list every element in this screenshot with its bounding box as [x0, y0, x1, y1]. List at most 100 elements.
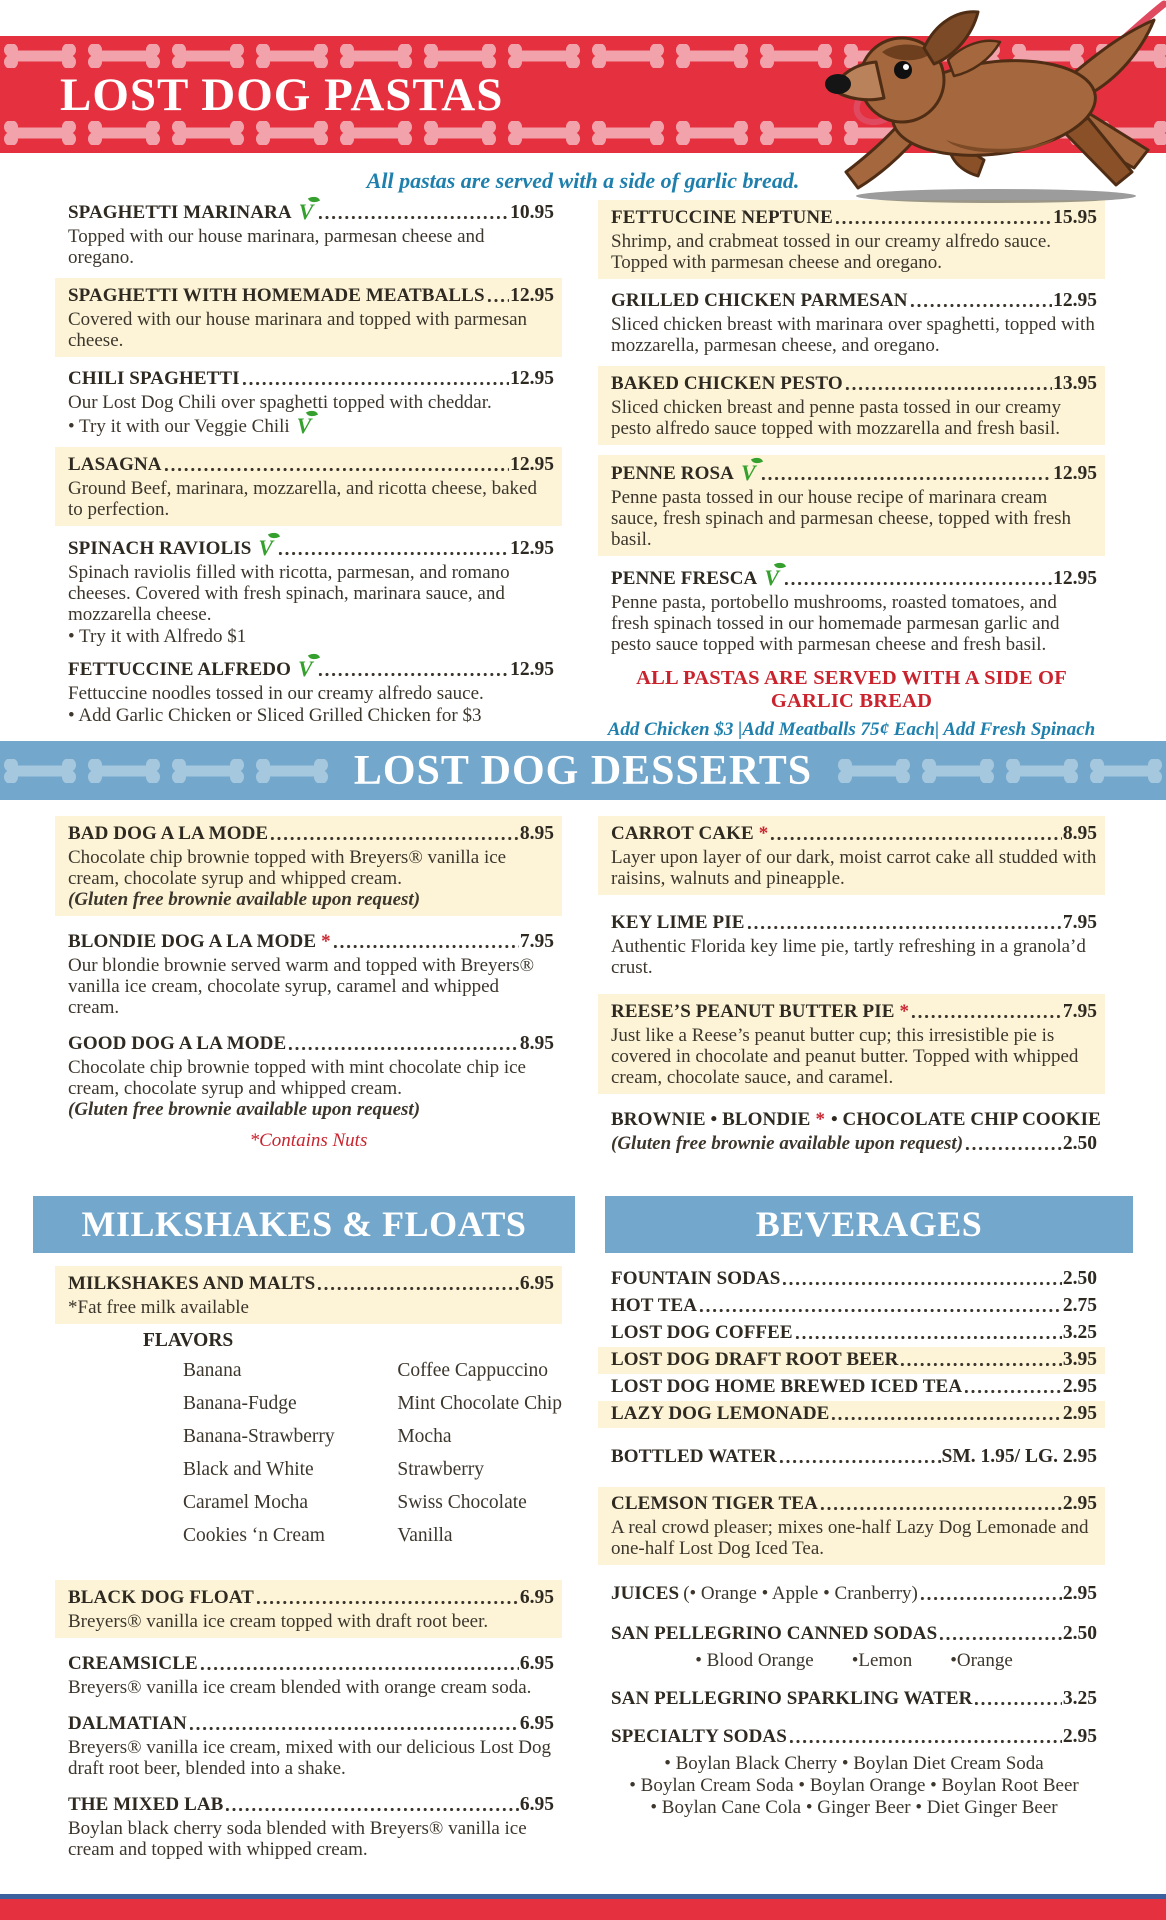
- item-description: Penne pasta tossed in our house recipe o…: [611, 487, 1072, 550]
- menu-item: DALMATIAN 6.95 Breyers® vanilla ice crea…: [55, 1712, 562, 1779]
- pastas-left-column: SPAGHETTI MARINARA V 10.95 Topped with o…: [55, 200, 562, 763]
- flavor: Coffee Cappuccino: [397, 1360, 549, 1381]
- item-price: 2.50: [1062, 1268, 1097, 1289]
- item-name: BAKED CHICKEN PESTO: [611, 373, 843, 394]
- item-price: 7.95: [1062, 1001, 1097, 1022]
- item-description: Ground Beef, marinara, mozzarella, and r…: [68, 478, 537, 520]
- item-price: 2.95: [1062, 1583, 1097, 1604]
- bone-pattern-strip: [0, 758, 330, 783]
- dotted-leader: [318, 214, 510, 221]
- item-description: Topped with our house marinara, parmesan…: [68, 226, 485, 268]
- item-price: 3.25: [1062, 1688, 1097, 1709]
- vegetarian-icon: V: [740, 460, 756, 485]
- dotted-leader: [844, 385, 1053, 392]
- dotted-leader: [834, 219, 1053, 226]
- gluten-free-note: (Gluten free brownie available upon requ…: [611, 1133, 964, 1154]
- item-description: Breyers® vanilla ice cream, mixed with o…: [68, 1737, 551, 1779]
- flavor: Mocha: [397, 1426, 452, 1447]
- dotted-leader: [794, 1334, 1062, 1341]
- item-price: 12.95: [510, 454, 554, 475]
- item-name: BLACK DOG FLOAT: [68, 1587, 254, 1608]
- item-description: Sliced chicken breast and penne pasta to…: [611, 397, 1062, 439]
- pastas-section: SPAGHETTI MARINARA V 10.95 Topped with o…: [0, 200, 1166, 763]
- item-price: 6.95: [519, 1713, 554, 1734]
- menu-item: SAN PELLEGRINO SPARKLING WATER 3.25: [598, 1686, 1105, 1713]
- item-description: Covered with our house marinara and topp…: [68, 309, 528, 351]
- flavor: Banana-Fudge: [183, 1393, 297, 1414]
- vegetarian-icon: V: [764, 565, 780, 590]
- item-bullet: • Try it with our Veggie Chili: [68, 416, 290, 437]
- item-description: Chocolate chip brownie topped with Breye…: [68, 847, 507, 889]
- item-name: CARROT CAKE: [611, 823, 754, 844]
- item-name: BAD DOG A LA MODE: [68, 823, 269, 844]
- flavor: Black and White: [183, 1459, 314, 1480]
- item-price: 6.95: [519, 1273, 554, 1294]
- item-description: Authentic Florida key lime pie, tartly r…: [611, 936, 1086, 978]
- item-name: GRILLED CHICKEN PARMESAN: [611, 290, 908, 311]
- item-description: Shrimp, and crabmeat tossed in our cream…: [611, 231, 1052, 273]
- dotted-leader: [778, 1458, 941, 1465]
- menu-item: SPAGHETTI WITH HOMEMADE MEATBALLS 12.95 …: [55, 278, 562, 357]
- bone-pattern-strip: [834, 758, 1165, 783]
- menu-item: LAZY DOG LEMONADE 2.95: [598, 1401, 1105, 1428]
- flavors-column-2: Coffee Cappuccino Mint Chocolate Chip Mo…: [397, 1360, 562, 1546]
- item-name: CLEMSON TIGER TEA: [611, 1493, 818, 1514]
- dotted-leader: [911, 1013, 1062, 1020]
- item-price: SM. 1.95/ LG. 2.95: [941, 1446, 1097, 1467]
- menu-item: REESE’S PEANUT BUTTER PIE * 7.95 Just li…: [598, 994, 1105, 1094]
- flavors-label: FLAVORS: [143, 1330, 234, 1351]
- dotted-leader: [288, 1045, 519, 1052]
- fat-free-note: *Fat free milk available: [68, 1297, 249, 1318]
- item-description: Sliced chicken breast with marinara over…: [611, 314, 1095, 356]
- menu-item: BLACK DOG FLOAT 6.95 Breyers® vanilla ic…: [55, 1580, 562, 1638]
- dotted-leader: [919, 1595, 1062, 1602]
- item-price: 8.95: [1062, 823, 1097, 844]
- item-description: Boylan black cherry soda blended with Br…: [68, 1818, 527, 1860]
- item-name: SAN PELLEGRINO SPARKLING WATER: [611, 1688, 973, 1709]
- item-price: 6.95: [519, 1587, 554, 1608]
- item-price: 13.95: [1053, 373, 1097, 394]
- item-name: PENNE ROSA: [611, 463, 734, 484]
- contains-nuts-asterisk: *: [758, 823, 769, 844]
- milkshakes-beverages-section: MILKSHAKES AND MALTS 6.95 *Fat free milk…: [0, 1266, 1166, 1870]
- dotted-leader: [831, 1415, 1062, 1422]
- menu-item: LASAGNA 12.95 Ground Beef, marinara, moz…: [55, 447, 562, 526]
- menu-item: GOOD DOG A LA MODE 8.95 Chocolate chip b…: [55, 1032, 562, 1120]
- item-name: LOST DOG COFFEE: [611, 1322, 793, 1343]
- page-title: LOST DOG PASTAS: [60, 68, 504, 121]
- item-name: GOOD DOG A LA MODE: [68, 1033, 287, 1054]
- dotted-leader: [188, 1725, 519, 1732]
- menu-item: MILKSHAKES AND MALTS 6.95 *Fat free milk…: [55, 1266, 562, 1324]
- juice-options: (• Orange • Apple • Cranberry): [683, 1583, 918, 1604]
- dotted-leader: [900, 1361, 1062, 1368]
- menu-item: BLONDIE DOG A LA MODE * 7.95 Our blondie…: [55, 930, 562, 1018]
- item-price: 6.95: [519, 1794, 554, 1815]
- dotted-leader: [278, 550, 510, 557]
- item-price: 8.95: [519, 823, 554, 844]
- dotted-leader: [974, 1700, 1062, 1707]
- item-name: JUICES: [611, 1583, 680, 1604]
- item-name: SPAGHETTI WITH HOMEMADE MEATBALLS: [68, 285, 485, 306]
- menu-item: FETTUCCINE NEPTUNE 15.95 Shrimp, and cra…: [598, 200, 1105, 279]
- contains-nuts-note: *Contains Nuts: [249, 1130, 368, 1151]
- dotted-leader: [784, 580, 1053, 587]
- dotted-leader: [965, 1145, 1062, 1152]
- running-dog-illustration: [825, 0, 1166, 203]
- desserts-banner: LOST DOG DESSERTS: [0, 741, 1166, 800]
- contains-nuts-asterisk: *: [815, 1109, 825, 1130]
- flavor: Swiss Chocolate: [397, 1492, 527, 1513]
- item-name: FETTUCCINE NEPTUNE: [611, 207, 833, 228]
- item-name: LAZY DOG LEMONADE: [611, 1403, 830, 1424]
- item-price: 7.95: [519, 931, 554, 952]
- item-price: 2.95: [1062, 1403, 1097, 1424]
- flavor: Banana-Strawberry: [183, 1426, 335, 1447]
- item-price: 2.50: [1062, 1133, 1097, 1154]
- dotted-leader: [199, 1665, 519, 1672]
- desserts-title: LOST DOG DESSERTS: [353, 747, 813, 794]
- menu-item: BAKED CHICKEN PESTO 13.95 Sliced chicken…: [598, 366, 1105, 445]
- footer-divider: [0, 1894, 1166, 1899]
- item-price: 12.95: [510, 538, 554, 559]
- menu-item: JUICES (• Orange • Apple • Cranberry) 2.…: [598, 1581, 1105, 1608]
- soda-flavor-options: • Boylan Black Cherry • Boylan Diet Crea…: [664, 1753, 1044, 1774]
- menu-item: LOST DOG HOME BREWED ICED TEA 2.95: [598, 1374, 1105, 1401]
